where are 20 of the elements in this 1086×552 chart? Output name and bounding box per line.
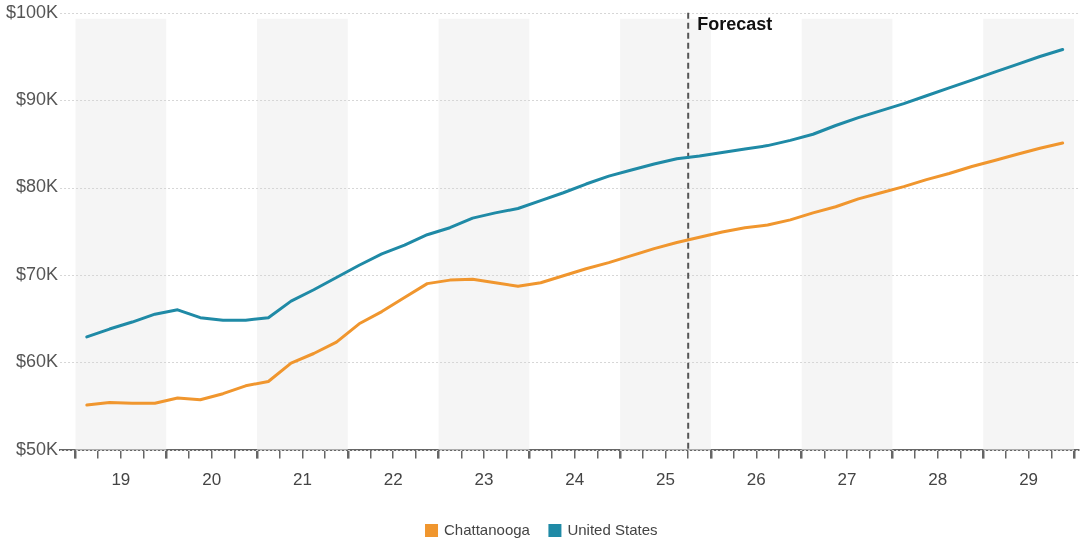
y-tick-label: $50K [16,438,59,459]
x-tick-label: 19 [111,470,131,490]
x-tick-label: 24 [565,470,585,490]
y-tick-label: $80K [16,176,59,197]
y-tick-label: $100K [5,1,59,22]
x-tick-label: 28 [928,470,948,490]
x-tick-label: 21 [292,470,312,490]
x-tick-label: 25 [656,470,675,490]
y-tick-label: $70K [16,263,59,284]
y-tick-label: $90K [16,89,59,110]
legend-label: Chattanooga [444,520,531,538]
x-tick-label: 26 [746,470,766,490]
x-tick-label: 20 [202,470,222,490]
x-tick-label: 27 [837,470,857,490]
y-tick-label: $60K [16,351,59,372]
x-tick-label: 23 [474,470,494,490]
x-tick-label: 22 [383,470,403,490]
legend-label: United States [567,520,658,538]
x-tick-label: 29 [1019,470,1039,490]
ref-line-label: Forecast [697,13,773,34]
